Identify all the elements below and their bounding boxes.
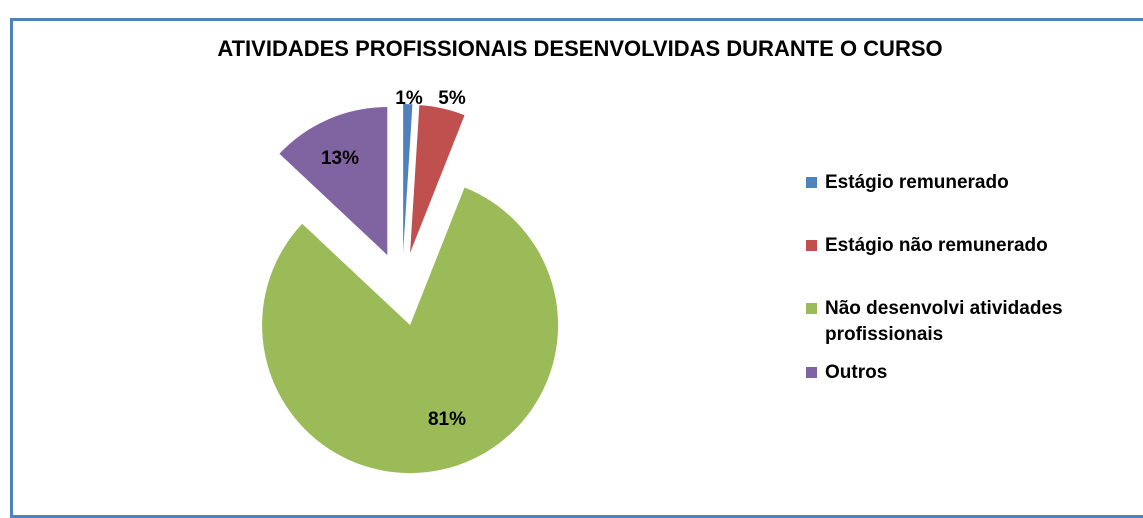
- legend-swatch: [806, 240, 817, 251]
- legend: Estágio remunerado Estágio não remunerado…: [806, 170, 1136, 386]
- pie-slice: [279, 107, 388, 256]
- legend-label: Não desenvolvi atividades profissionais: [825, 298, 1063, 345]
- legend-label: Estágio não remunerado: [825, 235, 1048, 256]
- pie-slice: [410, 105, 465, 253]
- data-label: 5%: [438, 88, 466, 109]
- legend-item: Estágio não remunerado: [806, 233, 1136, 259]
- data-label: 81%: [428, 409, 466, 430]
- pie-slice: [262, 187, 559, 474]
- legend-item: Outros: [806, 360, 1136, 386]
- legend-swatch: [806, 177, 817, 188]
- legend-swatch: [806, 367, 817, 378]
- legend-label: Outros: [825, 362, 888, 383]
- legend-item: Estágio remunerado: [806, 170, 1136, 196]
- legend-swatch: [806, 303, 817, 314]
- chart-title: ATIVIDADES PROFISSIONAIS DESENVOLVIDAS D…: [217, 36, 942, 61]
- data-label: 1%: [395, 88, 423, 109]
- data-label: 13%: [321, 148, 359, 169]
- pie-slice: [403, 104, 413, 253]
- legend-item: Não desenvolvi atividades profissionais: [806, 296, 1136, 348]
- legend-label: Estágio remunerado: [825, 172, 1009, 193]
